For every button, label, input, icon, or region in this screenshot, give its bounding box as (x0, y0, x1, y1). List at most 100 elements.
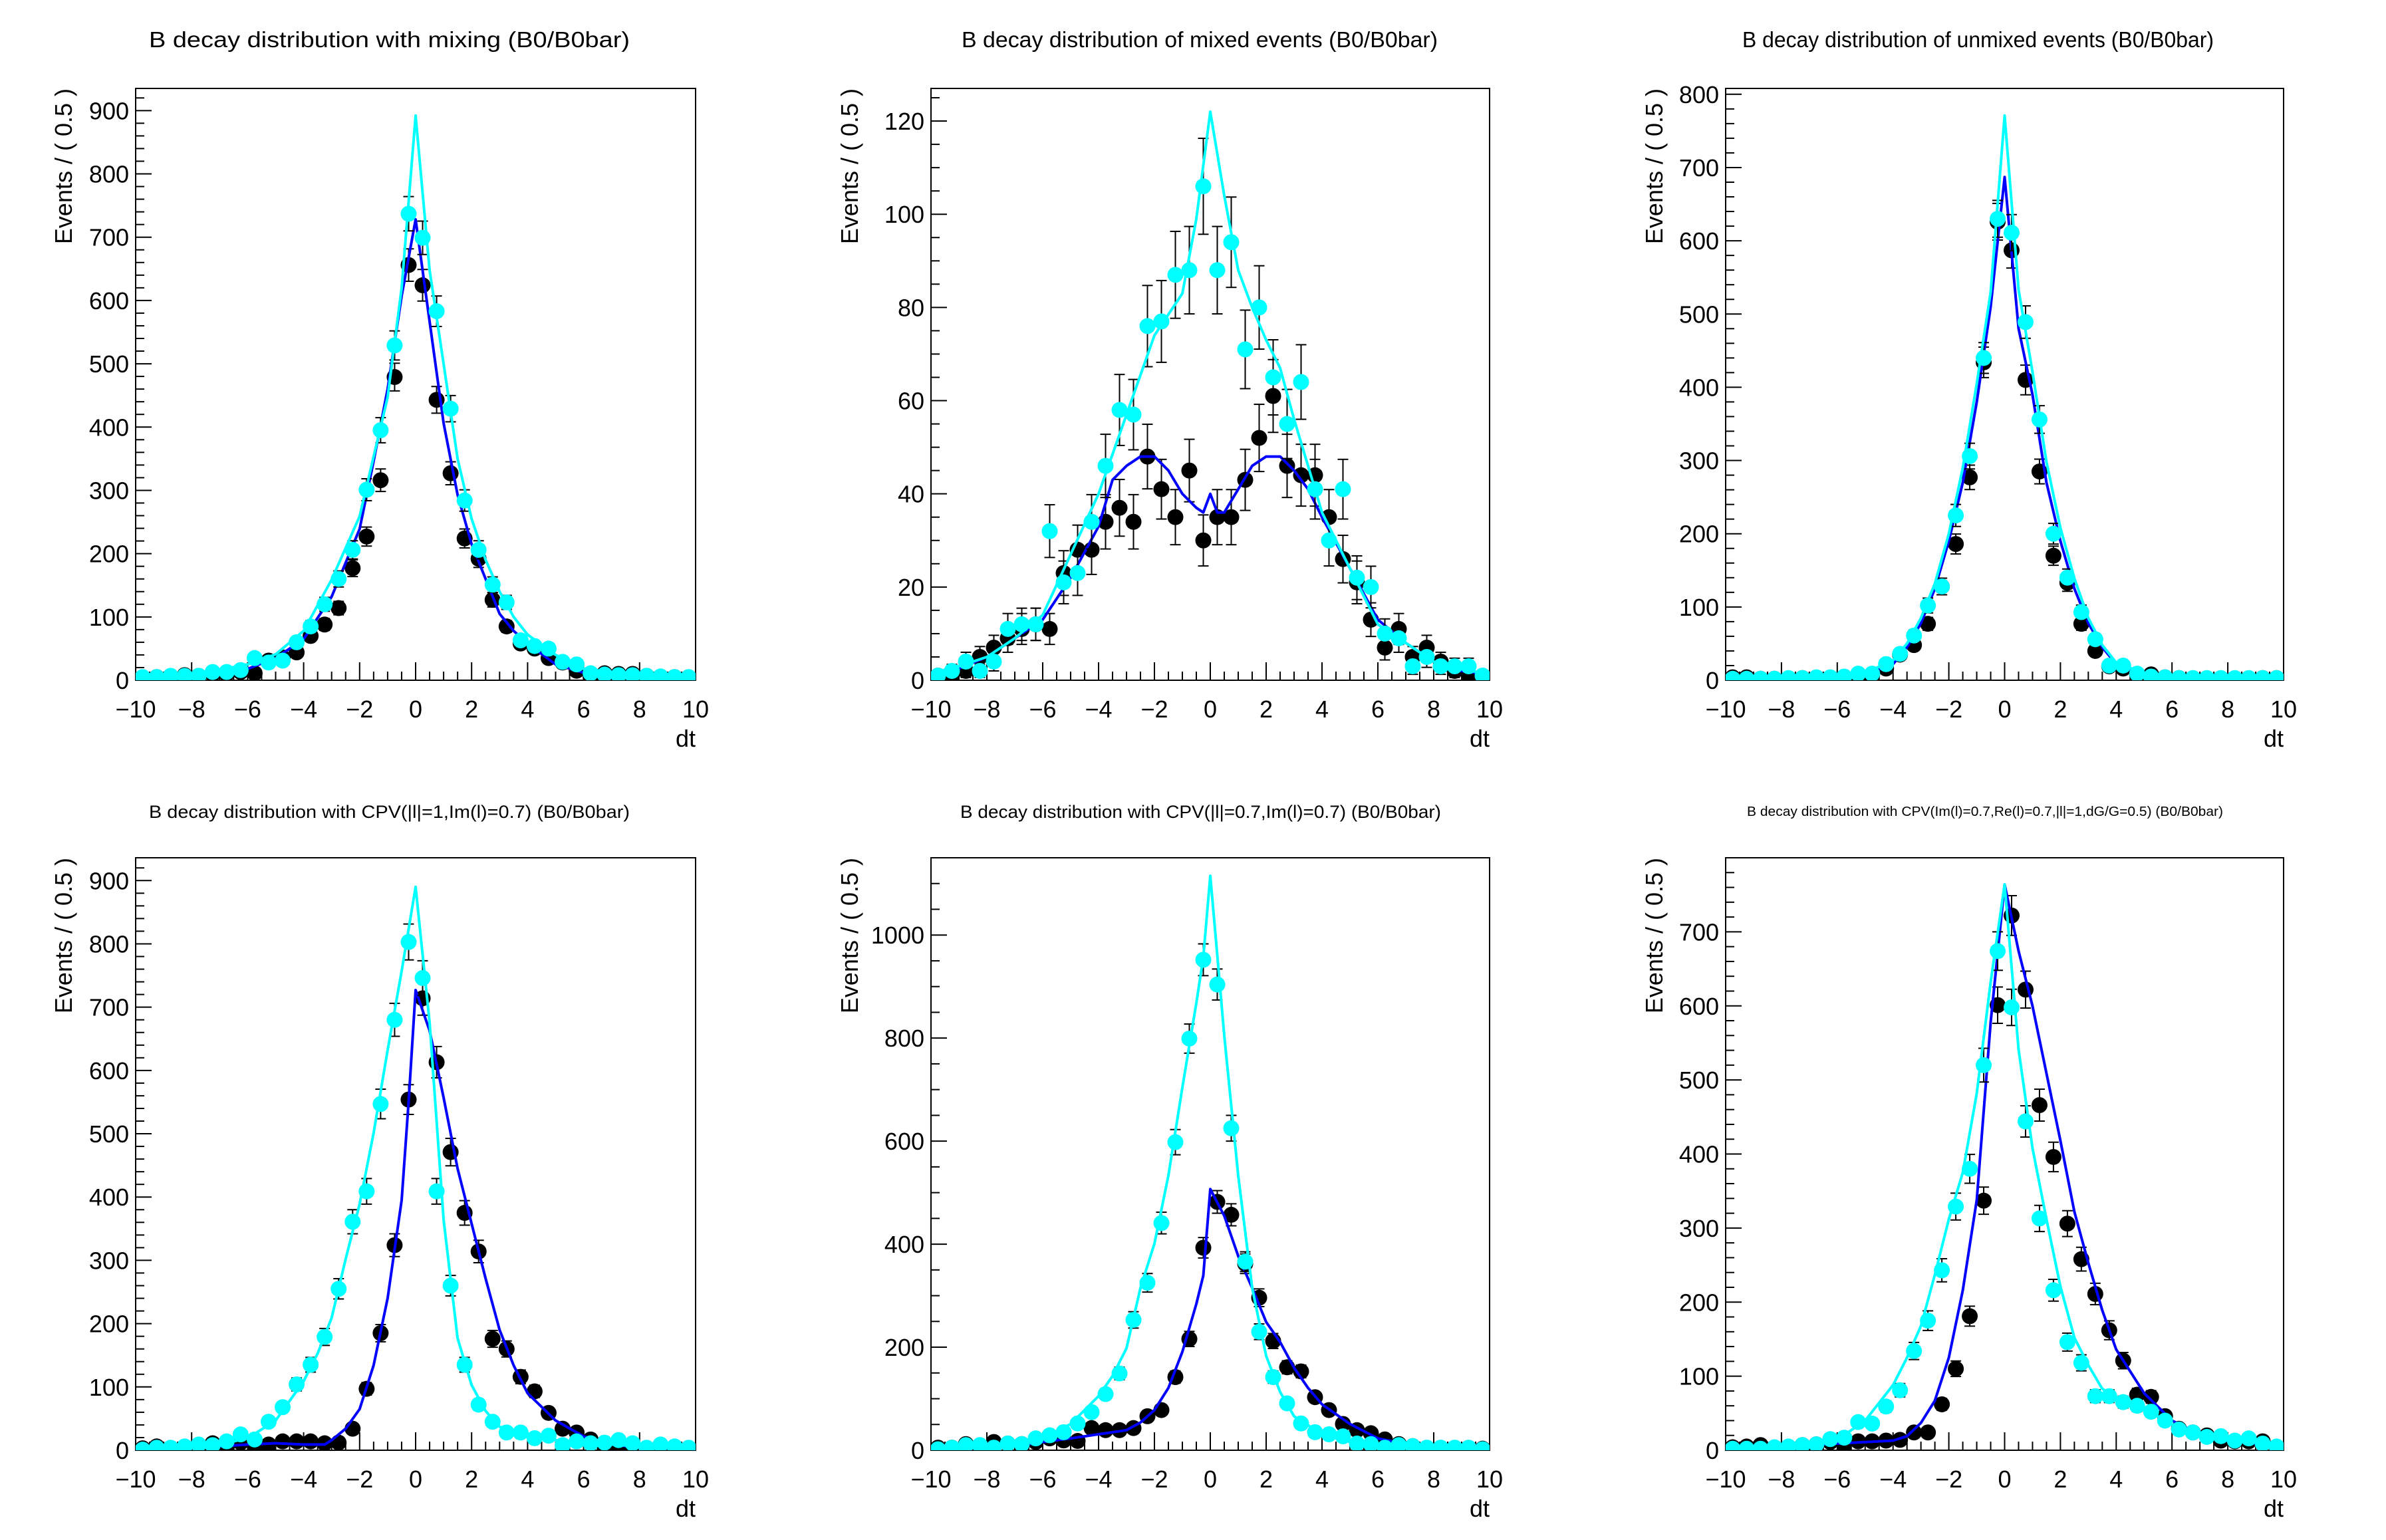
data-point (972, 662, 988, 679)
y-tick-label: 20 (898, 574, 924, 601)
data-point (289, 1433, 305, 1450)
data-point (2059, 1334, 2075, 1350)
y-tick-label: 100 (1679, 1363, 1719, 1390)
data-point (1223, 1120, 1240, 1136)
chart-title: B decay distribution with mixing (B0/B0b… (149, 27, 630, 52)
data-point (1377, 625, 1393, 642)
data-point (218, 1433, 235, 1450)
data-point (2059, 569, 2075, 586)
data-point (1153, 1215, 1170, 1231)
x-tick-label: −4 (1085, 696, 1112, 723)
data-point (1293, 1363, 1309, 1380)
data-point (1027, 616, 1044, 632)
data-point (1069, 565, 1086, 581)
data-point (190, 1436, 207, 1450)
x-axis-label: dt (2264, 1495, 2284, 1522)
y-tick-label: 800 (89, 161, 129, 188)
data-point (484, 577, 501, 593)
data-point (414, 277, 431, 294)
fit-curve-blue (931, 1188, 1490, 1450)
plot-area: −10 −8 −6 −4 −2 0 2 4 6 8 10 0 200 400 600 800 1000 (871, 857, 1503, 1493)
data-point (2017, 1113, 2034, 1130)
data-point (1864, 1415, 1881, 1432)
fit-curve-blue (136, 989, 696, 1450)
data-point (1237, 341, 1254, 358)
x-tick-label: 8 (2221, 1466, 2234, 1493)
data-point (555, 654, 571, 670)
data-point (2087, 631, 2103, 648)
data-point (275, 1433, 291, 1450)
data-point (1027, 1430, 1044, 1447)
data-point (526, 1383, 543, 1400)
data-point (1962, 1308, 1978, 1325)
y-tick-label: 400 (884, 1231, 924, 1258)
data-point (2017, 314, 2034, 330)
data-point (456, 492, 473, 509)
x-tick-label: 4 (2109, 1466, 2123, 1493)
x-tick-label: −8 (1768, 696, 1795, 723)
y-tick-label: 900 (89, 867, 129, 894)
data-point (1906, 1424, 1922, 1441)
data-point (1279, 416, 1295, 432)
data-point (1041, 523, 1058, 539)
data-point (1293, 374, 1309, 390)
y-tick-label: 100 (89, 604, 129, 631)
x-tick-label: 8 (633, 1466, 646, 1493)
plot-content (931, 874, 1490, 1450)
data-point (498, 618, 515, 635)
x-axis-label: dt (676, 725, 696, 752)
x-tick-label: −2 (346, 1466, 373, 1493)
y-axis-label: Events / ( 0.5 ) (50, 88, 77, 244)
x-tick-label: −6 (1823, 696, 1851, 723)
x-tick-label: −6 (234, 696, 261, 723)
data-point (1223, 509, 1240, 525)
data-point (1962, 469, 1978, 485)
y-tick-label: 600 (89, 1057, 129, 1085)
data-point (331, 600, 347, 616)
data-point (1209, 976, 1226, 993)
y-tick-label: 500 (1679, 1067, 1719, 1094)
data-point (2143, 1388, 2159, 1405)
panel-unmixed-events: B decay distribution of unmixed events (… (1641, 27, 2284, 752)
data-point (1167, 1134, 1184, 1150)
y-tick-label: 120 (884, 108, 924, 135)
y-tick-label: 600 (884, 1128, 924, 1155)
x-axis-label: dt (1470, 725, 1490, 752)
x-tick-label: 8 (1427, 696, 1440, 723)
x-tick-label: 4 (521, 1466, 534, 1493)
x-tick-label: 6 (577, 696, 591, 723)
y-tick-label: 600 (1679, 227, 1719, 255)
data-point (470, 1396, 487, 1413)
x-tick-label: 10 (2270, 1466, 2297, 1493)
data-point (1335, 1416, 1351, 1432)
data-point (2003, 224, 2020, 241)
data-point (1111, 499, 1128, 516)
plot-content (931, 110, 1490, 680)
data-point (344, 541, 361, 558)
fit-curve-blue (1726, 883, 2284, 1450)
x-tick-label: 10 (1476, 696, 1503, 723)
data-point (1906, 1343, 1922, 1359)
x-tick-label: 0 (1998, 696, 2011, 723)
data-point (1223, 234, 1240, 251)
y-tick-label: 60 (898, 388, 924, 415)
data-point (1083, 1404, 1100, 1420)
plot-content (1726, 883, 2284, 1450)
y-tick-label: 200 (1679, 521, 1719, 548)
data-point (1335, 481, 1351, 497)
data-point (652, 1436, 669, 1450)
y-tick-label: 0 (1706, 667, 1719, 694)
panel-mixed-events: B decay distribution of mixed events (B0… (836, 27, 1490, 752)
data-point (1097, 1422, 1114, 1438)
data-point (1139, 318, 1156, 334)
y-tick-label: 0 (911, 667, 924, 694)
x-tick-label: −4 (1085, 1466, 1112, 1493)
x-tick-label: −8 (973, 1466, 1000, 1493)
data-point (1404, 658, 1421, 674)
y-tick-label: 800 (89, 930, 129, 958)
y-tick-label: 600 (89, 287, 129, 315)
data-point (1934, 578, 1950, 595)
panel-cpv-1: B decay distribution with CPV(|l|=1,Im(l… (50, 802, 696, 1522)
plot-areas: −10 −8 −6 −4 −2 0 2 4 6 8 100100200300400500600700… (89, 81, 2297, 1493)
